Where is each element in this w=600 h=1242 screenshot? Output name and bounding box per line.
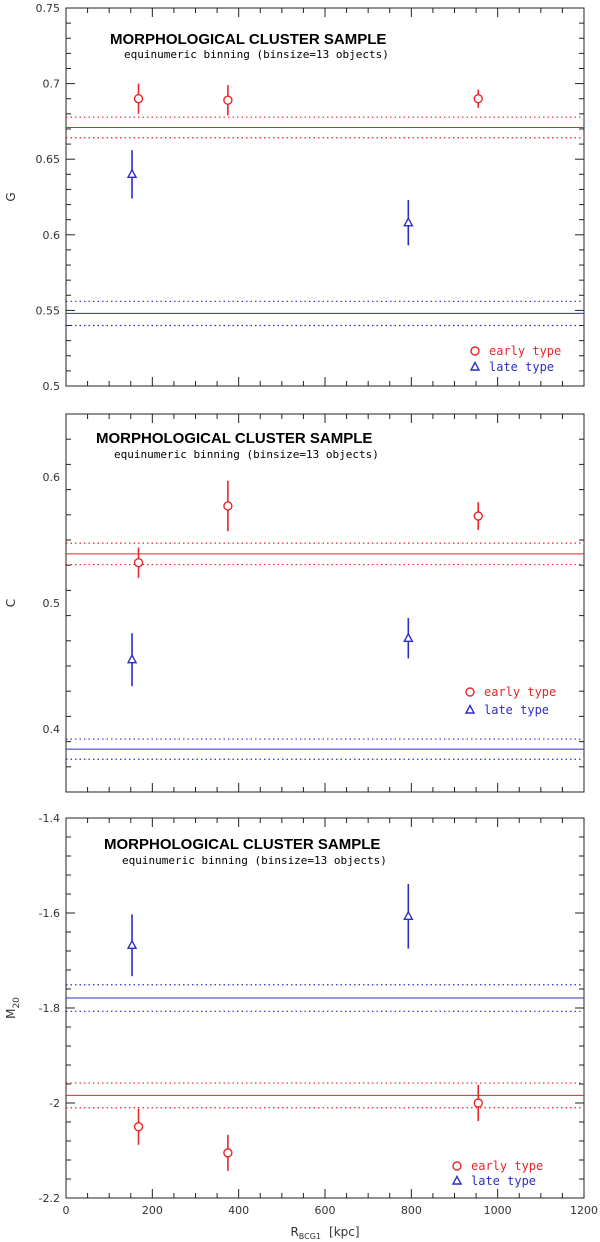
data-point-late: [403, 910, 414, 921]
plot-frame: [65, 817, 585, 1199]
legend-early-label: early type: [471, 1159, 543, 1173]
x-tick-label: 600: [315, 1204, 336, 1217]
legend-early-marker: [470, 346, 480, 356]
y-tick-label: 0.7: [43, 78, 61, 91]
chart-subtitle: equinumeric binning (binsize=13 objects): [124, 48, 389, 61]
legend-early-marker: [465, 687, 475, 697]
y-axis-label-main: C: [4, 599, 18, 607]
data-point-early: [223, 501, 233, 511]
legend-late-marker: [469, 361, 481, 371]
x-tick-label: 200: [142, 1204, 163, 1217]
y-axis-label-main: M: [4, 1009, 18, 1019]
legend-late-label: late type: [489, 360, 554, 374]
legend-late-marker: [451, 1175, 463, 1185]
y-tick-label: 0.6: [43, 471, 61, 484]
chart-subtitle: equinumeric binning (binsize=13 objects): [122, 854, 387, 867]
data-point-late: [126, 168, 138, 179]
x-tick-label: 400: [228, 1204, 249, 1217]
chart-subtitle: equinumeric binning (binsize=13 objects): [114, 448, 379, 461]
data-point-late: [403, 632, 414, 642]
chart-title: MORPHOLOGICAL CLUSTER SAMPLE: [96, 430, 372, 447]
y-tick-label: -1.4: [39, 812, 60, 825]
x-axis-label: RBCG1 [kpc]: [290, 1225, 359, 1241]
y-tick-label: -2: [49, 1097, 60, 1110]
x-axis-label-main: R: [290, 1225, 298, 1239]
y-tick-label: 0.5: [43, 597, 61, 610]
legend-late-marker: [464, 704, 476, 714]
plot-frame: [65, 413, 585, 793]
data-point-late: [126, 653, 138, 664]
y-axis-label: M20: [4, 997, 22, 1019]
x-tick-label: 1000: [484, 1204, 512, 1217]
legend-early-marker: [452, 1161, 462, 1171]
data-point-early: [473, 511, 483, 521]
legend-late-label: late type: [471, 1174, 536, 1188]
data-point-early: [133, 557, 144, 568]
plot-frame: [65, 7, 585, 387]
x-tick-label: 0: [63, 1204, 70, 1217]
x-tick-label: 800: [401, 1204, 422, 1217]
y-tick-label: -1.8: [39, 1002, 60, 1015]
legend-early-label: early type: [489, 344, 561, 358]
data-point-late: [126, 939, 138, 949]
data-point-early: [133, 94, 144, 104]
y-tick-label: 0.75: [36, 2, 61, 15]
data-point-early: [473, 94, 483, 104]
x-tick-label: 1200: [570, 1204, 598, 1217]
y-axis-label-main: G: [4, 192, 18, 201]
chart-title: MORPHOLOGICAL CLUSTER SAMPLE: [110, 31, 386, 48]
y-axis-label: G: [4, 192, 18, 201]
y-tick-label: 0.65: [36, 153, 61, 166]
data-point-late: [403, 216, 414, 227]
chart-title: MORPHOLOGICAL CLUSTER SAMPLE: [104, 836, 380, 853]
legend-early-label: early type: [484, 685, 556, 699]
y-tick-label: 0.5: [43, 380, 61, 393]
x-axis-label-unit: [kpc]: [329, 1225, 360, 1239]
data-point-early: [223, 1148, 233, 1158]
y-tick-label: -2.2: [39, 1192, 60, 1205]
data-point-early: [223, 95, 233, 105]
chart-panel-1: 0.5 0.55 0.6 0.65 0.7 0.75 G MORPHOLOGICAL CLUS…: [4, 2, 585, 393]
y-axis-label-subscript: 20: [12, 997, 22, 1009]
data-point-early: [133, 1122, 144, 1132]
y-tick-label: 0.6: [43, 229, 61, 242]
y-tick-label: 0.55: [36, 304, 61, 317]
data-point-early: [473, 1098, 483, 1108]
legend-late-label: late type: [484, 703, 549, 717]
x-axis-label-subscript: BCG1: [299, 1232, 321, 1241]
y-axis-label: C: [4, 599, 18, 607]
chart-panel-2: 0.4 0.5 0.6 C MORPHOLOGICAL CLUSTER SAMPLEeq…: [4, 413, 585, 793]
y-tick-label: -1.6: [39, 907, 60, 920]
y-tick-label: 0.4: [43, 723, 61, 736]
